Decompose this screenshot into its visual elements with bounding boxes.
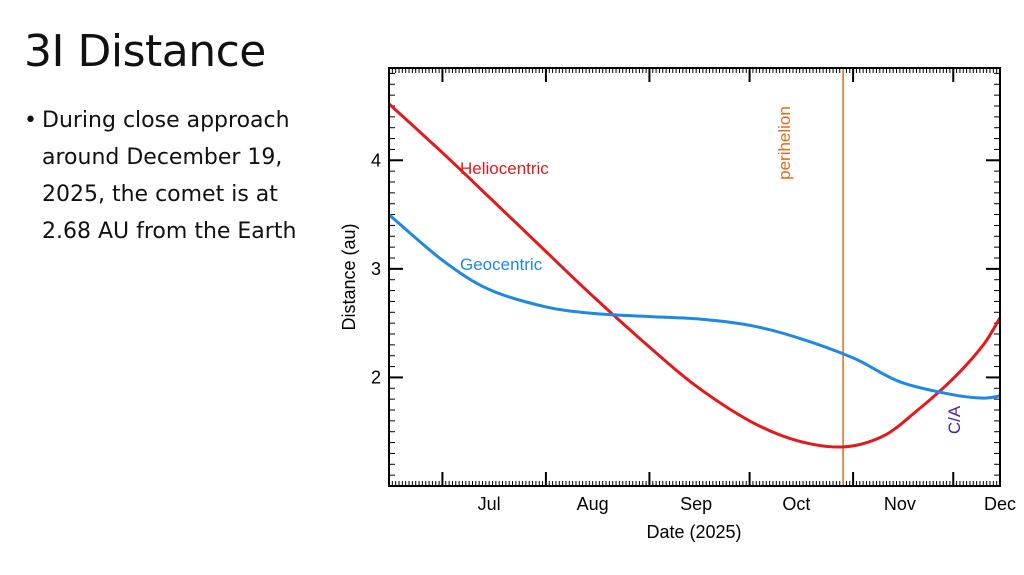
bullet-item: • During close approach around December … [24,102,324,250]
x-axis-title: Date (2025) [646,522,741,542]
x-tick-label: Jul [478,494,501,514]
series-line-geocentric [389,213,1000,400]
series-line-heliocentric [389,102,1000,449]
x-tick-label: Aug [577,494,609,514]
marker-label-ca: C/A [945,405,964,434]
y-tick-label: 3 [371,259,381,279]
y-tick-label: 4 [371,150,381,170]
series-label-geocentric: Geocentric [460,255,543,274]
series-label-heliocentric: Heliocentric [460,159,549,178]
x-tick-label: Sep [680,494,712,514]
bullet-dot: • [24,108,37,133]
bullet-list: • During close approach around December … [24,102,324,250]
tick-marks [388,68,1001,486]
x-tick-label: Oct [782,494,810,514]
y-tick-label: 2 [371,367,381,387]
marker-label-perihelion: perihelion [775,106,794,180]
x-tick-label: Nov [884,494,916,514]
axis-labels: Jul Aug Sep Oct Nov Dec 2 3 4 [371,150,1016,514]
slide-title: 3I Distance [24,26,266,77]
plot-frame [388,67,1001,487]
series-lines [389,102,1000,449]
y-axis-title: Distance (au) [339,223,359,330]
x-tick-label: Dec [984,494,1016,514]
bullet-text: During close approach around December 19… [42,108,297,244]
